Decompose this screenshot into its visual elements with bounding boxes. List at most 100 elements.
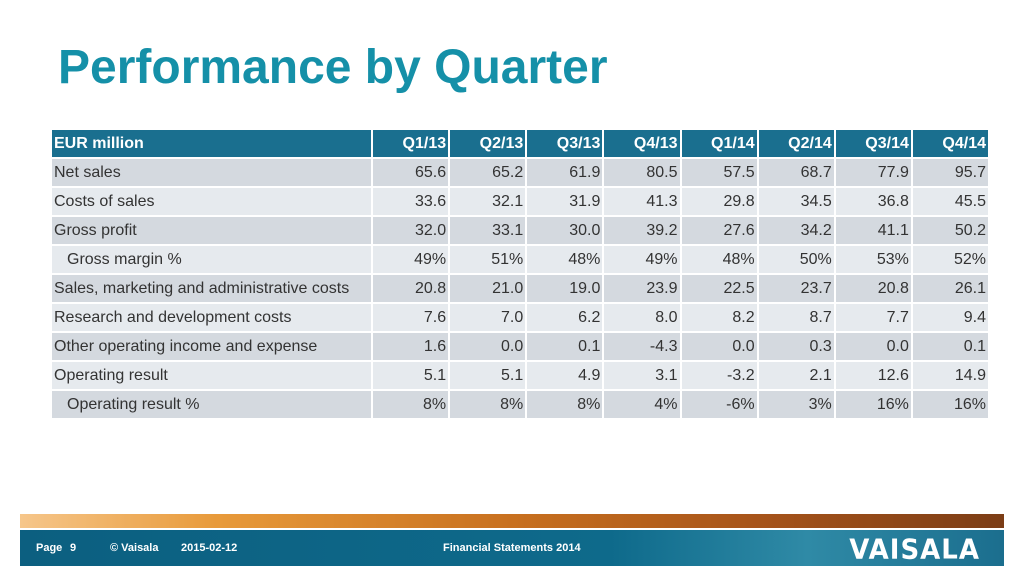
value-cell: 51% [450,246,526,273]
table-header-row: EUR million Q1/13 Q2/13 Q3/13 Q4/13 Q1/1… [52,130,988,157]
value-cell: 41.3 [604,188,680,215]
value-cell: 16% [912,391,988,418]
value-cell: 7.0 [450,304,526,331]
value-cell: 0.0 [450,333,526,360]
value-cell: 29.8 [681,188,757,215]
value-cell: 20.8 [373,275,449,302]
table-row: Operating result % 8% 8% 8% 4% -6% 3% 16% 16% [52,391,988,418]
row-label: Operating result [52,362,371,389]
value-cell: 34.2 [758,217,834,244]
header-cell: Q4/14 [912,130,988,157]
value-cell: 22.5 [681,275,757,302]
value-cell: -6% [681,391,757,418]
header-cell: Q2/14 [758,130,834,157]
row-label: Gross profit [52,217,371,244]
value-cell: 77.9 [835,159,911,186]
value-cell: 19.0 [527,275,603,302]
row-label: Other operating income and expense [52,333,371,360]
header-cell: EUR million [52,130,371,157]
value-cell: 49% [373,246,449,273]
value-cell: 21.0 [450,275,526,302]
value-cell: 0.0 [835,333,911,360]
value-cell: 3.1 [604,362,680,389]
footer-page-label: Page [36,542,63,554]
value-cell: 45.5 [912,188,988,215]
value-cell: 32.0 [373,217,449,244]
table-row: Research and development costs 7.6 7.0 6.2 8… [52,304,988,331]
value-cell: 0.1 [527,333,603,360]
value-cell: 8% [450,391,526,418]
value-cell: 48% [527,246,603,273]
row-label: Operating result % [52,391,371,418]
header-cell: Q1/13 [373,130,449,157]
value-cell: 2.1 [758,362,834,389]
header-cell: Q2/13 [450,130,526,157]
value-cell: 27.6 [681,217,757,244]
value-cell: 53% [835,246,911,273]
value-cell: 5.1 [373,362,449,389]
value-cell: 0.0 [681,333,757,360]
footer-date: 2015-02-12 [181,542,238,554]
value-cell: 12.6 [835,362,911,389]
value-cell: 3% [758,391,834,418]
table-row: Gross profit 32.0 33.1 30.0 39.2 27.6 34.2 41.1… [52,217,988,244]
value-cell: 1.6 [373,333,449,360]
decorative-band [20,514,1004,528]
page-title: Performance by Quarter [58,41,608,94]
value-cell: 7.6 [373,304,449,331]
table-row: Costs of sales 33.6 32.1 31.9 41.3 29.8 34.5 36… [52,188,988,215]
table-row: Net sales 65.6 65.2 61.9 80.5 57.5 68.7 77.9 95.… [52,159,988,186]
table-row: Operating result 5.1 5.1 4.9 3.1 -3.2 2.1 12.6 1… [52,362,988,389]
value-cell: 68.7 [758,159,834,186]
table-row: Sales, marketing and administrative cost… [52,275,988,302]
value-cell: 0.3 [758,333,834,360]
value-cell: 95.7 [912,159,988,186]
value-cell: 31.9 [527,188,603,215]
value-cell: 4% [604,391,680,418]
value-cell: 80.5 [604,159,680,186]
value-cell: 52% [912,246,988,273]
value-cell: 4.9 [527,362,603,389]
header-cell: Q3/14 [835,130,911,157]
value-cell: -4.3 [604,333,680,360]
value-cell: 36.8 [835,188,911,215]
value-cell: 65.6 [373,159,449,186]
row-label: Gross margin % [52,246,371,273]
value-cell: 50% [758,246,834,273]
value-cell: 26.1 [912,275,988,302]
table-row: Other operating income and expense 1.6 0.0… [52,333,988,360]
row-label: Net sales [52,159,371,186]
value-cell: 48% [681,246,757,273]
row-label: Sales, marketing and administrative cost… [52,275,371,302]
value-cell: 23.9 [604,275,680,302]
value-cell: 61.9 [527,159,603,186]
table-body: Net sales 65.6 65.2 61.9 80.5 57.5 68.7 77.9 95.… [52,159,988,418]
value-cell: 8% [373,391,449,418]
value-cell: 32.1 [450,188,526,215]
value-cell: 8.7 [758,304,834,331]
footer-bar: Page 9 © Vaisala 2015-02-12 Financial St… [20,530,1004,566]
value-cell: 50.2 [912,217,988,244]
footer-copyright: © Vaisala [110,542,159,554]
footer-doc-title: Financial Statements 2014 [443,542,581,554]
value-cell: 30.0 [527,217,603,244]
value-cell: 8.0 [604,304,680,331]
value-cell: 49% [604,246,680,273]
vaisala-logo: VAISALA [849,534,980,566]
value-cell: 5.1 [450,362,526,389]
value-cell: 23.7 [758,275,834,302]
value-cell: 65.2 [450,159,526,186]
row-label: Research and development costs [52,304,371,331]
value-cell: 16% [835,391,911,418]
value-cell: 34.5 [758,188,834,215]
value-cell: 20.8 [835,275,911,302]
value-cell: 39.2 [604,217,680,244]
value-cell: 0.1 [912,333,988,360]
value-cell: 9.4 [912,304,988,331]
performance-table: EUR million Q1/13 Q2/13 Q3/13 Q4/13 Q1/1… [50,128,990,420]
value-cell: 33.1 [450,217,526,244]
header-cell: Q3/13 [527,130,603,157]
value-cell: -3.2 [681,362,757,389]
header-cell: Q1/14 [681,130,757,157]
value-cell: 33.6 [373,188,449,215]
